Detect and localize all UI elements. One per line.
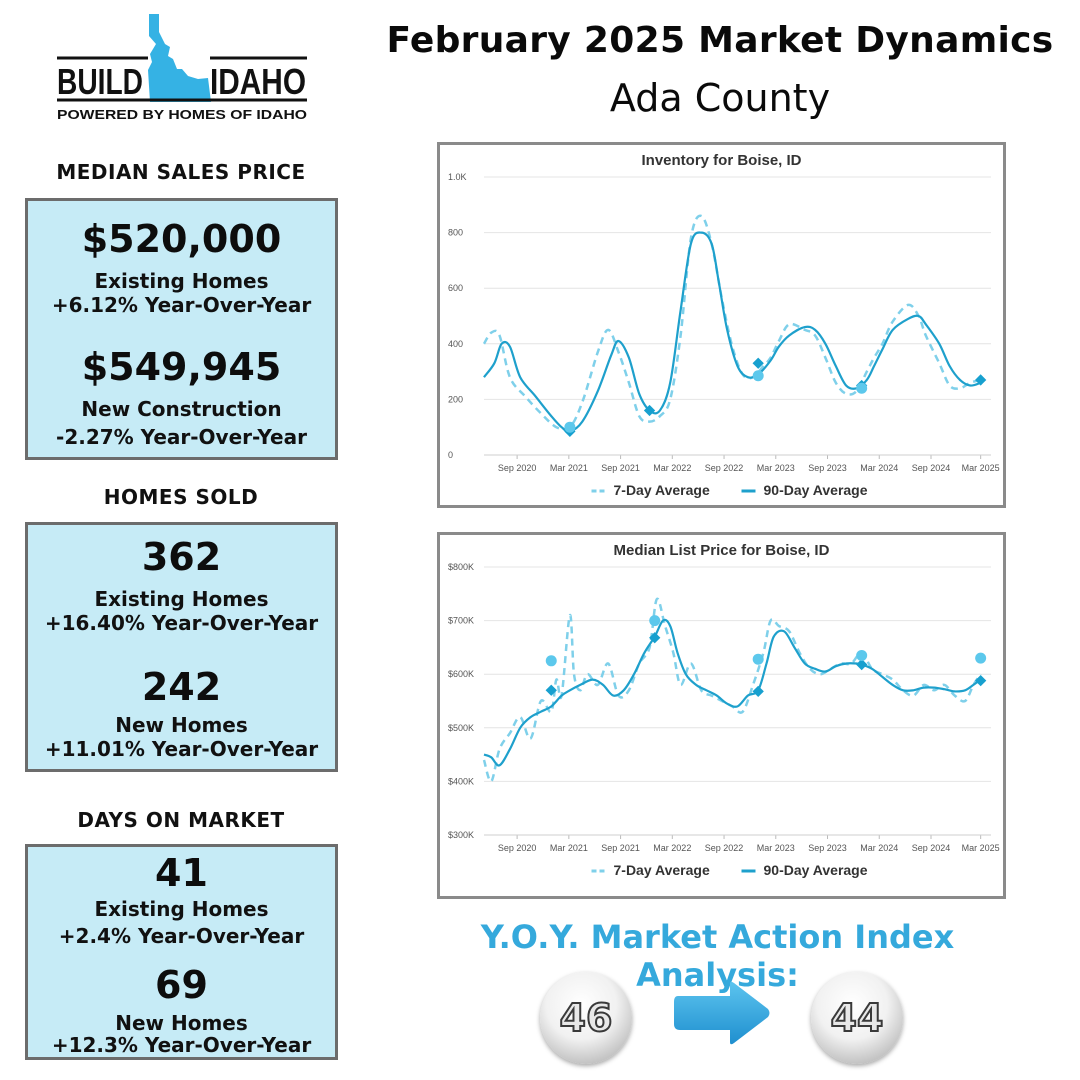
existing-dom-label: Existing Homes xyxy=(94,897,269,921)
x-tick-label: Mar 2024 xyxy=(860,463,898,473)
current-index-badge: 44 xyxy=(811,972,903,1064)
existing-sold-label: Existing Homes xyxy=(94,587,269,611)
existing-dom-change: +2.4% Year-Over-Year xyxy=(58,924,305,948)
median-sales-price-panel: $520,000 Existing Homes +6.12% Year-Over… xyxy=(25,198,338,460)
existing-price-value: $520,000 xyxy=(81,217,282,261)
x-tick-label: Mar 2022 xyxy=(653,463,691,473)
x-tick-label: Mar 2025 xyxy=(962,463,1000,473)
new-sold-change: +11.01% Year-Over-Year xyxy=(44,737,319,761)
legend-label-7day: 7-Day Average xyxy=(614,482,710,498)
right-arrow-icon xyxy=(674,981,770,1045)
inventory-chart-card: Inventory for Boise, ID 0 200 400 600 800 1.0K… xyxy=(437,142,1006,508)
marker-diamond xyxy=(752,357,764,369)
x-tick-label: Sep 2021 xyxy=(601,463,640,473)
y-tick-label: $500K xyxy=(448,723,474,733)
marker-diamond xyxy=(643,404,656,417)
y-tick-label: 0 xyxy=(448,450,453,460)
days-on-market-heading: DAYS ON MARKET xyxy=(77,808,285,832)
logo-word-right: IDAHO xyxy=(210,61,306,102)
x-tick-label: Sep 2024 xyxy=(912,843,951,853)
new-price-label: New Construction xyxy=(81,397,282,421)
x-tick-label: Mar 2021 xyxy=(550,463,588,473)
existing-sold-value: 362 xyxy=(141,535,222,579)
y-tick-label: 800 xyxy=(448,228,463,238)
homes-sold-panel: 362 Existing Homes +16.40% Year-Over-Yea… xyxy=(25,522,338,772)
y-tick-label: $300K xyxy=(448,830,474,840)
y-tick-label: 200 xyxy=(448,394,463,404)
series-7-day-line xyxy=(482,214,982,431)
inventory-chart: Inventory for Boise, ID 0 200 400 600 800 1.0K… xyxy=(448,152,1000,498)
legend-label-90day: 90-Day Average xyxy=(764,482,868,498)
build-idaho-logo: BUILD IDAHO POWERED BY HOMES OF IDAHO xyxy=(52,14,312,124)
legend-label-7day: 7-Day Average xyxy=(614,862,710,878)
marker-circle xyxy=(649,615,661,627)
marker-circle xyxy=(752,653,764,665)
x-tick-label: Sep 2024 xyxy=(912,463,951,473)
median-list-price-chart: Median List Price for Boise, ID $300K $400… xyxy=(448,542,1000,878)
marker-diamond xyxy=(545,684,557,696)
marker-circle xyxy=(545,655,557,667)
x-tick-label: Sep 2020 xyxy=(498,843,537,853)
x-tick-label: Mar 2022 xyxy=(653,843,691,853)
idaho-state-icon xyxy=(148,14,211,102)
existing-price-label: Existing Homes xyxy=(94,269,269,293)
x-tick-label: Sep 2022 xyxy=(705,463,744,473)
days-on-market-panel: 41 Existing Homes +2.4% Year-Over-Year 6… xyxy=(25,844,338,1060)
marker-diamond xyxy=(974,674,987,687)
page-subtitle: Ada County xyxy=(609,76,831,120)
x-tick-label: Sep 2021 xyxy=(601,843,640,853)
logo-word-left: BUILD xyxy=(57,61,143,102)
current-index-value: 44 xyxy=(830,995,885,1041)
x-tick-label: Mar 2024 xyxy=(860,843,898,853)
x-tick-label: Sep 2022 xyxy=(705,843,744,853)
series-90-day-line xyxy=(483,231,982,433)
y-tick-label: $400K xyxy=(448,776,474,786)
marker-circle xyxy=(856,649,868,661)
y-tick-label: $800K xyxy=(448,562,474,572)
existing-price-change: +6.12% Year-Over-Year xyxy=(51,293,312,317)
logo-tagline: POWERED BY HOMES OF IDAHO xyxy=(57,107,307,122)
x-tick-label: Mar 2023 xyxy=(757,843,795,853)
x-tick-label: Sep 2023 xyxy=(808,843,847,853)
existing-dom-value: 41 xyxy=(155,851,208,895)
page-title: February 2025 Market Dynamics xyxy=(386,20,1054,61)
previous-index-badge: 46 xyxy=(540,972,632,1064)
chart-title: Inventory for Boise, ID xyxy=(641,152,801,169)
new-dom-value: 69 xyxy=(155,963,208,1007)
x-tick-label: Sep 2020 xyxy=(498,463,537,473)
y-tick-label: 400 xyxy=(448,339,463,349)
marker-circle xyxy=(752,370,764,382)
homes-sold-heading: HOMES SOLD xyxy=(103,485,259,509)
new-price-change: -2.27% Year-Over-Year xyxy=(56,425,307,449)
new-sold-value: 242 xyxy=(141,665,222,709)
new-dom-change: +12.3% Year-Over-Year xyxy=(51,1033,312,1057)
x-tick-label: Mar 2021 xyxy=(550,843,588,853)
new-price-value: $549,945 xyxy=(81,345,282,389)
y-tick-label: $600K xyxy=(448,669,474,679)
new-sold-label: New Homes xyxy=(115,713,248,737)
previous-index-value: 46 xyxy=(559,995,614,1041)
marker-circle xyxy=(564,421,576,433)
x-tick-label: Sep 2023 xyxy=(808,463,847,473)
new-dom-label: New Homes xyxy=(115,1011,248,1035)
marker-circle xyxy=(856,382,868,394)
median-list-price-chart-card: Median List Price for Boise, ID $300K $400… xyxy=(437,532,1006,899)
marker-diamond xyxy=(974,374,987,386)
x-tick-label: Mar 2025 xyxy=(962,843,1000,853)
marker-circle xyxy=(975,652,987,664)
market-action-title: Y.O.Y. Market Action Index Analysis: xyxy=(480,918,955,994)
x-tick-label: Mar 2023 xyxy=(757,463,795,473)
legend-label-90day: 90-Day Average xyxy=(764,862,868,878)
median-sales-price-heading: MEDIAN SALES PRICE xyxy=(56,160,306,184)
chart-title: Median List Price for Boise, ID xyxy=(614,542,830,559)
y-tick-label: 600 xyxy=(448,283,463,293)
marker-diamond xyxy=(752,685,764,698)
y-tick-label: $700K xyxy=(448,616,474,626)
y-tick-label: 1.0K xyxy=(448,172,467,182)
series-90-day-line xyxy=(483,618,982,767)
existing-sold-change: +16.40% Year-Over-Year xyxy=(44,611,319,635)
